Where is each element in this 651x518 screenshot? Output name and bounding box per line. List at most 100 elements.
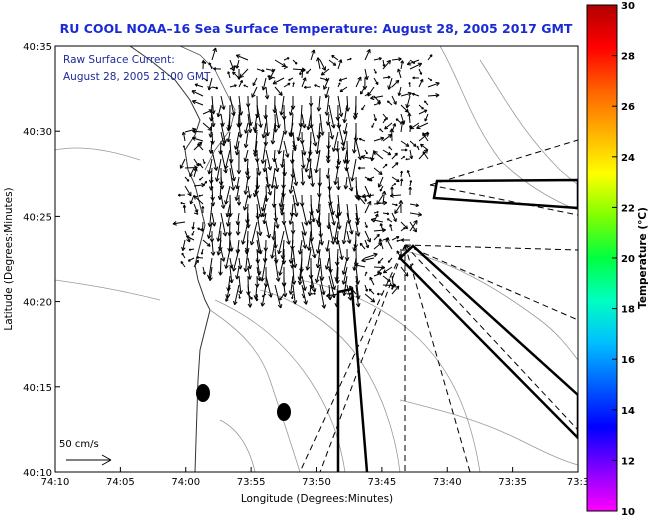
- current-vector-head: [270, 184, 273, 189]
- current-vector-head: [210, 251, 214, 256]
- current-vector-head: [400, 239, 405, 242]
- current-vector: [299, 266, 303, 285]
- current-vector-head: [390, 195, 394, 198]
- current-vector: [274, 248, 278, 264]
- current-vector-head: [231, 177, 235, 182]
- current-vector: [262, 203, 267, 217]
- current-vector-head: [380, 136, 385, 139]
- current-vector: [292, 167, 297, 186]
- colorbar-tick-label: 26: [621, 102, 635, 113]
- current-vector-head: [224, 264, 227, 269]
- colorbar-tick-label: 14: [621, 406, 635, 417]
- current-vector-head: [264, 95, 268, 100]
- current-vector-head: [302, 232, 306, 236]
- current-vector-head: [212, 202, 216, 207]
- current-vector-head: [190, 201, 194, 205]
- current-vector-head: [338, 82, 341, 85]
- current-vector-head: [193, 167, 197, 171]
- current-vector-head: [223, 164, 226, 170]
- current-vector: [306, 248, 312, 271]
- current-vector-head: [260, 277, 263, 282]
- current-vector: [193, 158, 200, 167]
- current-vector-head: [290, 264, 293, 269]
- current-vector-head: [357, 195, 359, 200]
- current-vector-head: [192, 99, 197, 102]
- current-vector: [289, 212, 294, 225]
- current-vector-head: [209, 277, 213, 282]
- current-vector-head: [327, 201, 332, 206]
- current-vector-head: [316, 219, 318, 224]
- current-vector-head: [405, 148, 408, 151]
- current-vector: [373, 242, 382, 250]
- current-vector-head: [278, 250, 282, 255]
- current-vector: [317, 239, 321, 254]
- current-vector: [391, 95, 397, 105]
- current-vector-head: [249, 303, 253, 308]
- current-vector-head: [333, 221, 336, 226]
- current-vector: [317, 57, 321, 70]
- current-vector-head: [222, 122, 225, 127]
- current-vector: [424, 113, 429, 122]
- current-vector-head: [257, 259, 261, 264]
- current-vector: [328, 203, 335, 226]
- current-vector-head: [217, 113, 222, 118]
- current-vector: [427, 82, 440, 88]
- current-vector-head: [297, 250, 301, 255]
- current-vector-head: [244, 206, 248, 211]
- current-vector: [274, 176, 278, 189]
- current-vector-head: [398, 93, 402, 97]
- current-vector: [273, 149, 276, 162]
- current-vector-head: [208, 149, 212, 154]
- current-vector: [280, 95, 285, 116]
- current-vector-head: [235, 184, 238, 190]
- current-vector-head: [311, 218, 315, 223]
- buoy-marker-east: [277, 403, 291, 421]
- current-vector-head: [254, 129, 258, 134]
- current-vector-head: [212, 196, 215, 201]
- current-vector-head: [336, 303, 340, 308]
- current-vector-head: [206, 78, 209, 82]
- current-vector-head: [272, 109, 276, 114]
- current-vector-head: [236, 123, 239, 128]
- current-vector: [328, 176, 331, 191]
- current-vector-head: [372, 298, 376, 303]
- current-vector-head: [208, 186, 212, 191]
- current-vector: [355, 212, 359, 225]
- current-vector: [332, 131, 339, 152]
- current-vector-head: [261, 277, 265, 282]
- current-vector: [388, 77, 393, 90]
- current-vector-head: [351, 230, 354, 235]
- current-vector: [342, 257, 348, 275]
- current-vector-head: [240, 133, 243, 138]
- current-vector: [291, 203, 294, 217]
- current-vector: [184, 185, 192, 197]
- current-vector-head: [259, 270, 262, 276]
- current-vector-head: [390, 186, 393, 190]
- current-vector-head: [334, 237, 338, 241]
- current-vector-head: [386, 59, 391, 63]
- current-vector: [281, 203, 285, 216]
- current-vector-head: [387, 212, 390, 215]
- current-vector: [256, 104, 262, 128]
- current-vector: [308, 230, 312, 251]
- current-vector-head: [244, 158, 249, 163]
- current-vector: [256, 158, 260, 176]
- current-vector-head: [287, 153, 290, 158]
- current-vector: [391, 236, 400, 241]
- current-vector-head: [359, 243, 362, 246]
- current-vector: [202, 109, 213, 115]
- current-vector-head: [379, 238, 383, 242]
- current-vector: [193, 168, 197, 178]
- current-vector-head: [213, 167, 217, 171]
- current-vector: [202, 239, 211, 247]
- current-vector-head: [300, 181, 304, 186]
- current-vector-head: [194, 84, 198, 87]
- current-vector: [310, 167, 314, 187]
- current-vector: [361, 194, 375, 198]
- current-vector-head: [326, 111, 330, 116]
- current-vector: [344, 149, 348, 164]
- current-vector-head: [332, 240, 336, 245]
- current-vector-head: [395, 285, 400, 288]
- current-vector-head: [342, 280, 347, 285]
- current-vector: [274, 230, 277, 249]
